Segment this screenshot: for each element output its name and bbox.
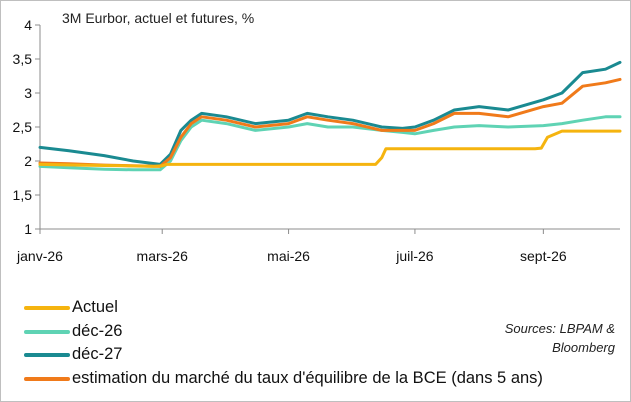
legend-label-dec-26: déc-26 [72,321,123,340]
y-tick-label: 3 [24,85,32,101]
legend-label-actuel: Actuel [72,298,118,316]
y-tick-label: 1,5 [13,187,33,203]
y-tick-label: 1 [24,221,32,237]
y-tick-label: 3,5 [13,51,33,67]
series-line-2 [38,60,622,166]
legend-swatch-dec-27 [24,353,70,357]
x-tick-label: juil-26 [395,248,434,264]
legend-swatch-actuel [24,306,70,310]
legend-label-dec-27: déc-27 [72,345,123,363]
series-line-1 [38,115,622,172]
source-line-2: Bloomberg [552,340,615,355]
source-note: Sources: LBPAM & Bloomberg [505,319,615,357]
x-tick-label: mars-26 [137,248,189,264]
y-tick-label: 2,5 [13,119,33,135]
series-line-0 [38,129,622,168]
x-tick-label: mai-26 [267,248,310,264]
legend-swatch-equilibrium [24,376,70,381]
legend-label-equilibrium: estimation du marché du taux d'équilibre… [72,368,543,387]
series-line-3 [38,77,622,168]
source-line-1: Sources: LBPAM & [504,321,615,336]
y-tick-label: 2 [24,153,32,169]
x-tick-label: sept-26 [520,248,567,264]
legend-swatch-dec-26 [24,329,70,334]
chart-title: 3M Eurbor, actuel et futures, % [62,10,255,26]
y-tick-label: 4 [24,17,32,33]
x-tick-label: janv-26 [16,248,63,264]
